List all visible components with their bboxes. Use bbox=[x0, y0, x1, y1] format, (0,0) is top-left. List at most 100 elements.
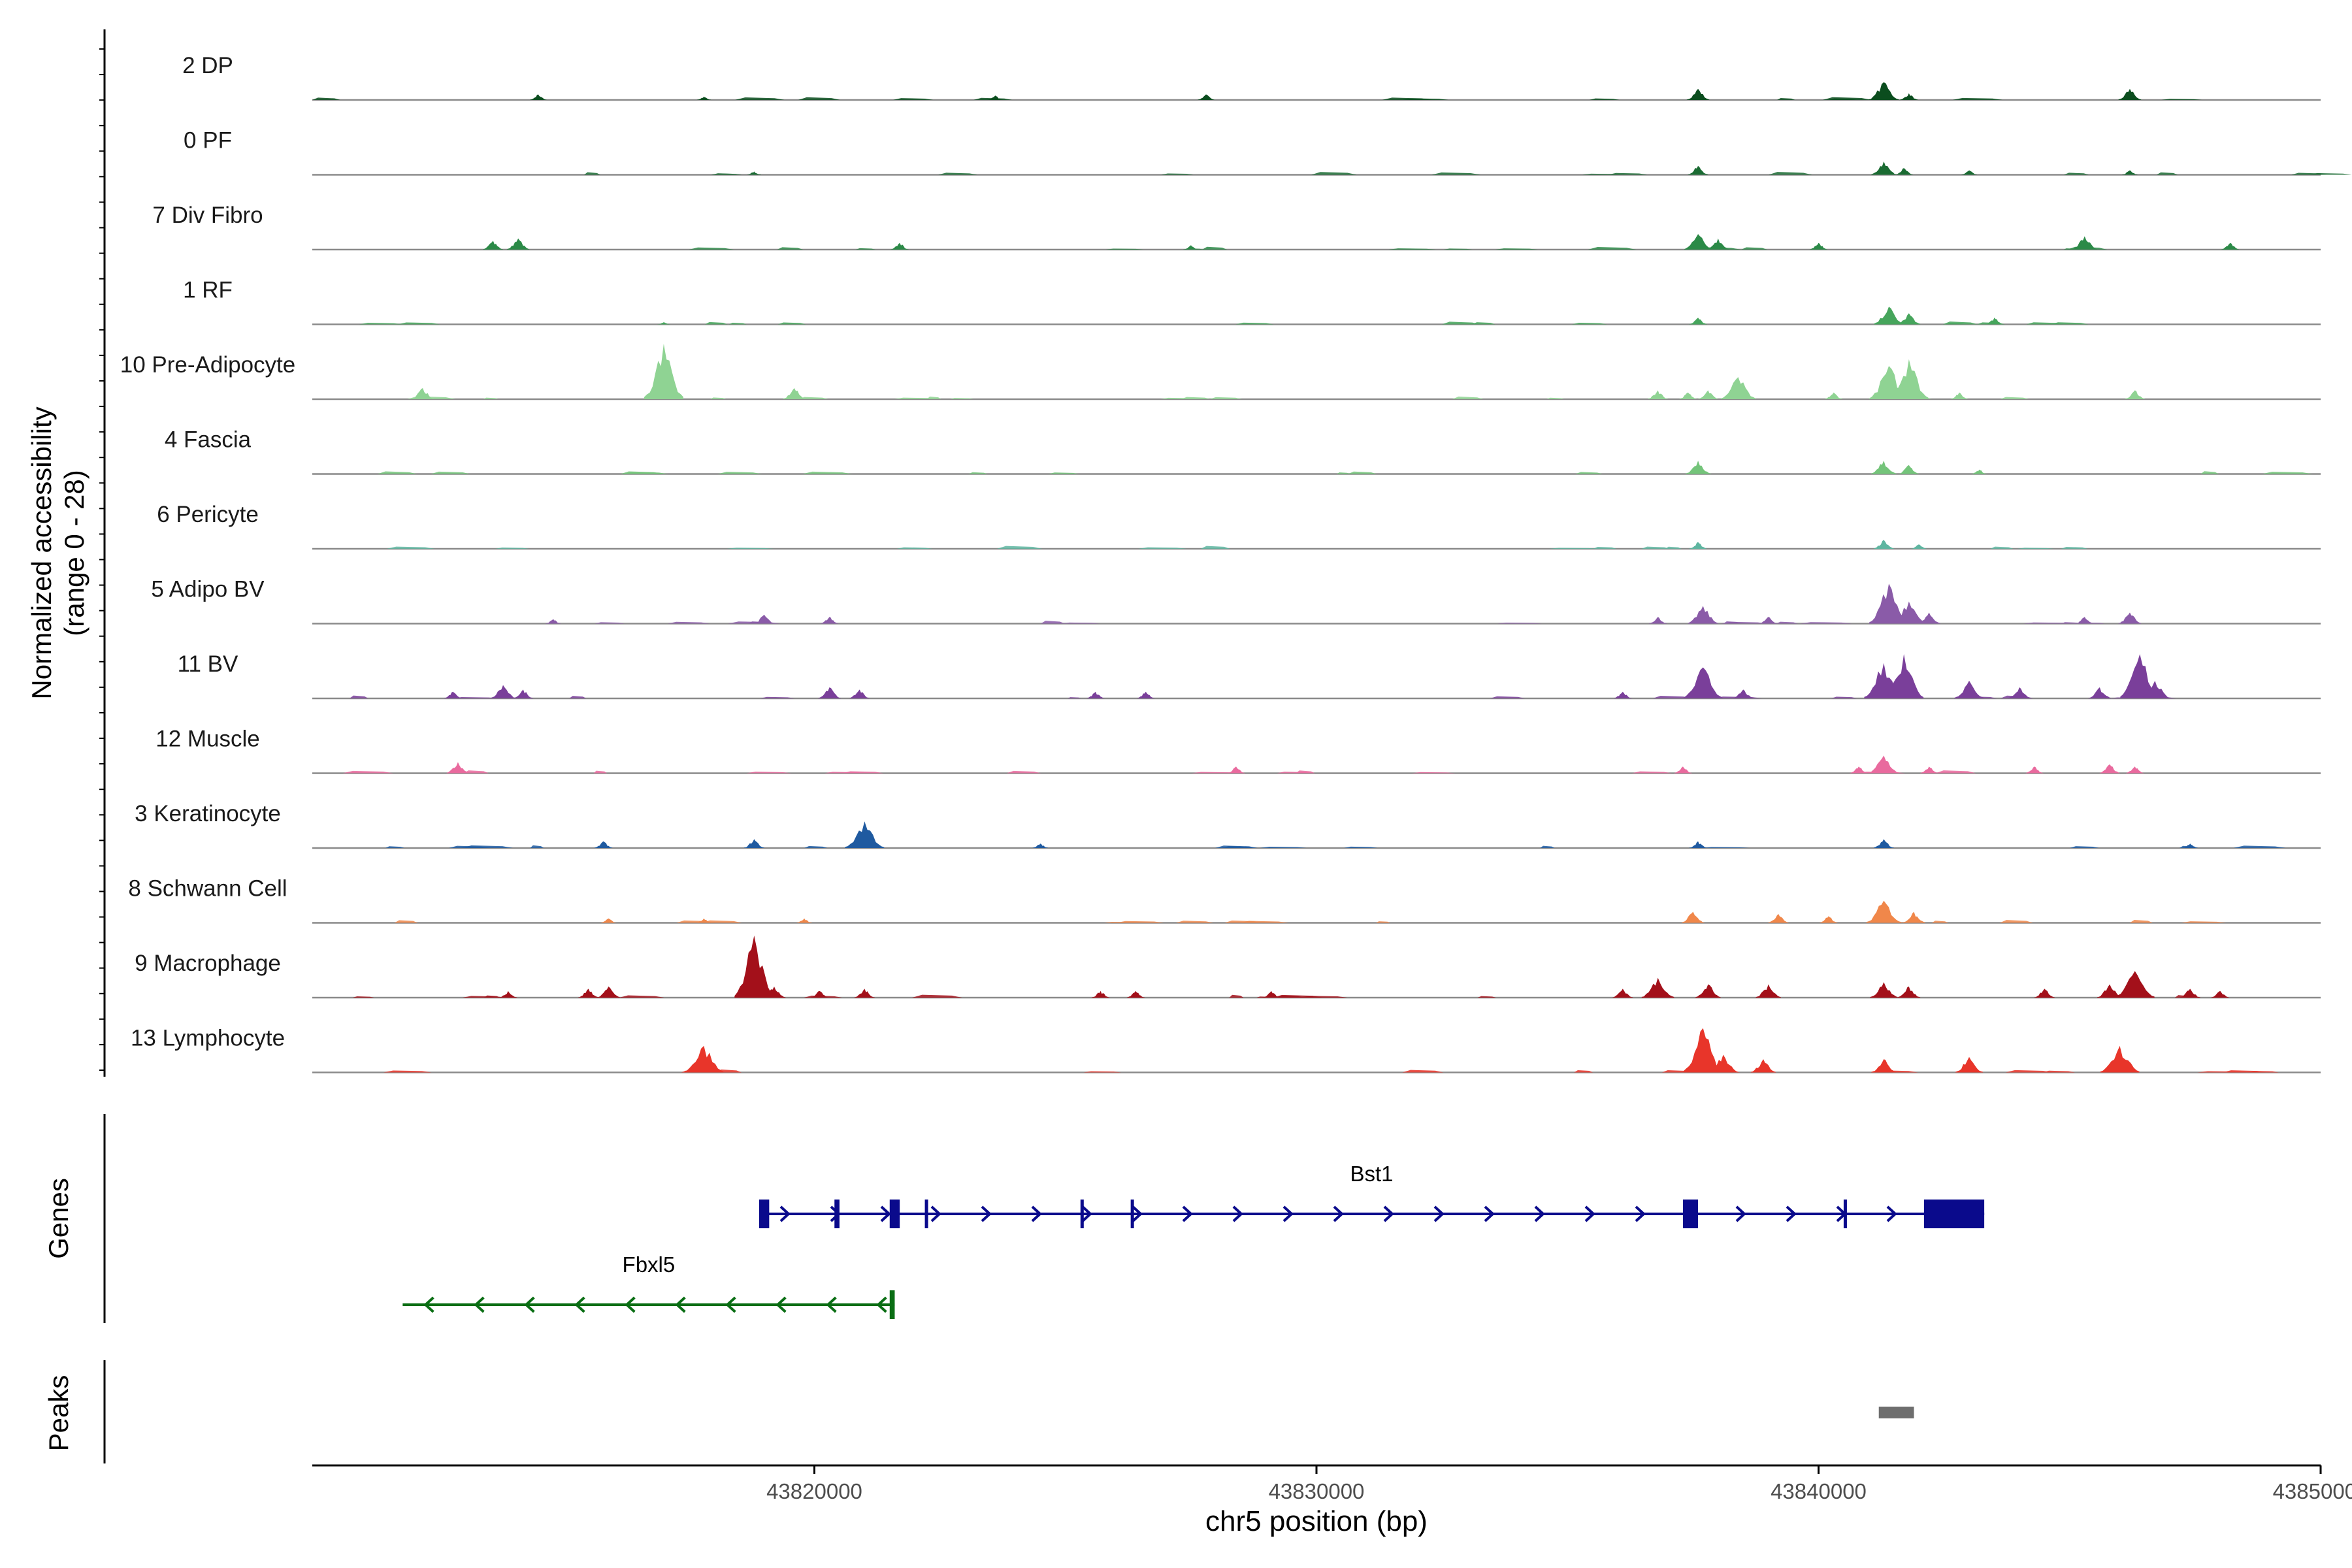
coverage-peak bbox=[810, 990, 828, 998]
y-axis-label-range: (range 0 - 28) bbox=[59, 470, 90, 636]
coverage-peak bbox=[743, 839, 764, 848]
coverage-peak bbox=[446, 762, 470, 774]
coverage-noise bbox=[1442, 321, 1480, 325]
coverage-noise bbox=[377, 471, 417, 474]
coverage-noise bbox=[2000, 397, 2029, 399]
coverage-noise bbox=[1548, 547, 1599, 549]
coverage-noise bbox=[760, 696, 795, 698]
coverage-noise bbox=[1721, 621, 1767, 624]
track-label-8: 11 BV bbox=[178, 651, 238, 677]
coverage-peak bbox=[2118, 612, 2142, 624]
coverage-noise bbox=[1495, 248, 1538, 250]
coverage-noise bbox=[452, 696, 498, 698]
coverage-noise bbox=[1235, 322, 1274, 325]
coverage-noise bbox=[1209, 397, 1243, 399]
coverage-peak bbox=[2125, 390, 2146, 399]
strand-arrow bbox=[423, 1296, 434, 1313]
coverage-peak bbox=[762, 987, 786, 998]
coverage-peak bbox=[796, 918, 812, 923]
gene-label-fbxl5: Fbxl5 bbox=[623, 1252, 676, 1277]
coverage-peak bbox=[1900, 93, 1918, 100]
coverage-peak bbox=[1895, 168, 1913, 175]
coverage-noise bbox=[1769, 172, 1812, 175]
coverage-peak bbox=[2099, 764, 2120, 774]
coverage-peak bbox=[499, 990, 517, 998]
track-label-1: 0 PF bbox=[184, 128, 232, 154]
coverage-noise bbox=[938, 172, 977, 175]
coverage-peak bbox=[1884, 654, 1924, 698]
coverage-peak bbox=[1720, 377, 1756, 399]
coverage-peak bbox=[1648, 617, 1667, 624]
strand-arrow bbox=[1735, 1205, 1746, 1222]
coverage-noise bbox=[777, 322, 806, 325]
coverage-noise bbox=[1137, 547, 1187, 549]
coverage-peak bbox=[696, 96, 711, 100]
coverage-peak bbox=[657, 322, 670, 325]
coverage-noise bbox=[804, 845, 828, 848]
coverage-noise bbox=[1497, 622, 1543, 624]
coverage-noise bbox=[1631, 771, 1673, 774]
coverage-noise bbox=[1652, 695, 1691, 698]
coverage-noise bbox=[1336, 472, 1350, 474]
coverage-noise bbox=[1402, 1070, 1444, 1073]
coverage-noise bbox=[893, 98, 934, 100]
coverage-noise bbox=[1239, 921, 1289, 923]
coverage-peak bbox=[1873, 540, 1894, 549]
coverage-noise bbox=[1741, 247, 1768, 250]
coverage-peak bbox=[595, 841, 613, 848]
coverage-noise bbox=[1229, 994, 1244, 998]
coverage-peak bbox=[1708, 1054, 1739, 1073]
coverage-noise bbox=[2309, 172, 2352, 175]
strand-arrow bbox=[474, 1296, 485, 1313]
coverage-peak bbox=[1897, 987, 1921, 998]
strand-arrow bbox=[1484, 1205, 1495, 1222]
gene-exon bbox=[834, 1200, 840, 1228]
coverage-noise bbox=[2181, 921, 2227, 923]
track-label-9: 12 Muscle bbox=[155, 727, 260, 752]
coverage-peak bbox=[684, 1045, 724, 1073]
coverage-peak bbox=[1850, 766, 1868, 774]
strand-arrow bbox=[1182, 1205, 1193, 1222]
coverage-noise bbox=[1402, 98, 1448, 100]
coverage-peak bbox=[1899, 465, 1919, 474]
coverage-noise bbox=[713, 173, 738, 175]
coverage-noise bbox=[1999, 920, 2033, 923]
coverage-noise bbox=[2061, 622, 2081, 624]
coverage-peak bbox=[1871, 1059, 1897, 1073]
coverage-noise bbox=[530, 845, 544, 848]
coverage-peak bbox=[1869, 583, 1909, 624]
coverage-noise bbox=[1376, 921, 1391, 923]
strand-arrow bbox=[779, 1205, 791, 1222]
coverage-peak bbox=[1683, 667, 1723, 698]
track-label-4: 10 Pre-Adipocyte bbox=[120, 352, 295, 378]
coverage-peak bbox=[1689, 318, 1707, 325]
coverage-noise bbox=[702, 920, 742, 923]
coverage-peak bbox=[2120, 654, 2160, 698]
coverage-peak bbox=[2034, 988, 2055, 998]
coverage-peak bbox=[818, 687, 841, 698]
coverage-noise bbox=[841, 771, 884, 774]
strand-arrow bbox=[1584, 1205, 1595, 1222]
coverage-noise bbox=[593, 770, 608, 774]
coverage-peak bbox=[2182, 843, 2198, 848]
track-label-0: 2 DP bbox=[182, 53, 233, 78]
coverage-noise bbox=[342, 770, 394, 774]
coverage-noise bbox=[689, 247, 734, 250]
coverage-peak bbox=[600, 918, 617, 923]
x-tick-label: 43830000 bbox=[1269, 1479, 1365, 1503]
coverage-noise bbox=[1201, 246, 1228, 250]
coverage-peak bbox=[747, 171, 762, 175]
coverage-peak bbox=[1820, 916, 1838, 923]
coverage-peak bbox=[2072, 236, 2098, 250]
coverage-peak bbox=[1612, 988, 1633, 998]
strand-arrow bbox=[1333, 1205, 1344, 1222]
coverage-noise bbox=[1443, 248, 1473, 250]
y-axis-label: Normalized accessibility bbox=[26, 406, 57, 699]
coverage-noise bbox=[1348, 471, 1377, 474]
coverage-noise bbox=[1271, 994, 1323, 998]
coverage-noise bbox=[2262, 472, 2313, 474]
coverage-noise bbox=[352, 996, 374, 998]
coverage-peak bbox=[845, 821, 885, 848]
coverage-peak bbox=[1911, 544, 1927, 549]
